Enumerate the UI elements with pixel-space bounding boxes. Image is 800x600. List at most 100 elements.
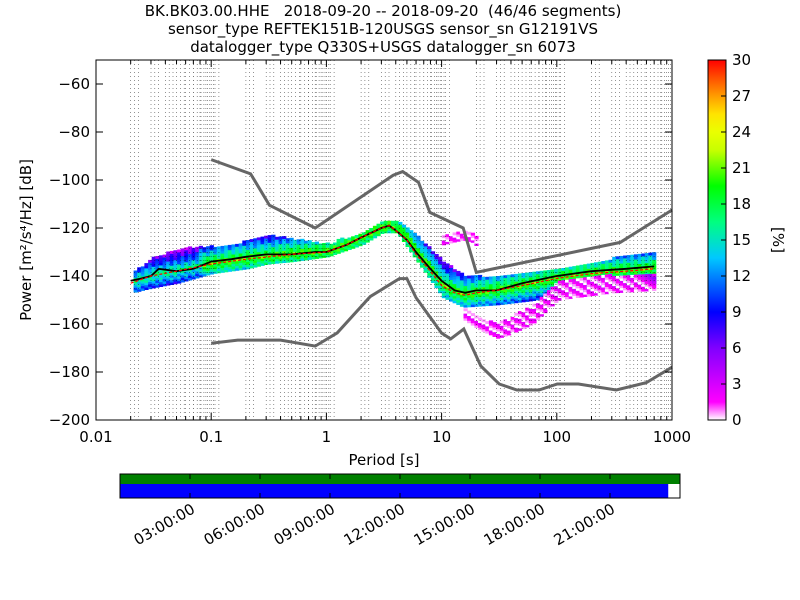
histogram-cell: [256, 242, 261, 246]
histogram-cell: [155, 282, 160, 286]
histogram-cell: [267, 249, 272, 253]
x-tick-label: 1: [322, 428, 332, 446]
histogram-cell: [463, 302, 468, 306]
histogram-cell: [235, 267, 240, 271]
histogram-cell: [568, 276, 573, 280]
histogram-cell: [488, 281, 494, 285]
histogram-cell: [525, 284, 530, 288]
histogram-cell: [180, 255, 185, 259]
histogram-cell: [140, 285, 145, 289]
histogram-cell: [224, 245, 229, 249]
histogram-cell: [557, 278, 562, 282]
histogram-cell: [644, 274, 649, 277]
histogram-cell: [619, 280, 624, 284]
histogram-cell: [314, 256, 319, 259]
histogram-cell: [296, 246, 301, 250]
y-tick-label: −60: [58, 75, 90, 93]
histogram-cell: [492, 297, 497, 301]
histogram-cell: [151, 259, 156, 262]
histogram-cell: [148, 283, 153, 287]
histogram-cell: [536, 276, 541, 279]
histogram-cell: [604, 291, 610, 295]
histogram-cell: [144, 287, 149, 290]
histogram-cell: [260, 236, 265, 240]
histogram-cell: [507, 294, 512, 297]
histogram-cell: [307, 257, 312, 260]
histogram-cell: [546, 270, 552, 273]
histogram-cell: [445, 292, 450, 296]
histogram-cell: [409, 242, 414, 246]
histogram-cell: [604, 260, 610, 264]
histogram-cell: [575, 285, 581, 289]
histogram-cell: [539, 282, 544, 286]
histogram-cell: [550, 269, 555, 273]
histogram-cell: [452, 269, 457, 273]
histogram-cell: [517, 327, 523, 331]
histogram-cell: [387, 225, 392, 229]
histogram-cell: [619, 282, 624, 286]
histogram-cell: [590, 288, 595, 292]
histogram-cell: [242, 242, 247, 246]
histogram-cell: [285, 250, 290, 254]
histogram-cell: [151, 283, 156, 286]
histogram-cell: [528, 276, 533, 280]
histogram-cell: [162, 254, 167, 258]
histogram-cell: [568, 293, 573, 297]
histogram-cell: [412, 232, 417, 236]
histogram-cell: [144, 272, 149, 276]
histogram-cell: [488, 325, 494, 329]
histogram-cell: [187, 256, 193, 259]
histogram-cell: [445, 241, 450, 245]
histogram-cell: [626, 264, 631, 268]
histogram-cell: [546, 302, 552, 305]
histogram-cell: [227, 259, 232, 263]
histogram-cell: [507, 320, 512, 324]
histogram-cell: [572, 283, 577, 287]
histogram-cell: [213, 251, 218, 255]
histogram-cell: [561, 294, 566, 298]
histogram-cell: [557, 287, 562, 291]
histogram-cell: [459, 282, 465, 286]
histogram-cell: [601, 277, 606, 281]
histogram-cell: [260, 260, 265, 264]
histogram-cell: [209, 247, 214, 251]
histogram-cell: [318, 255, 323, 259]
histogram-cell: [561, 270, 566, 274]
histogram-cell: [238, 262, 243, 266]
histogram-cell: [467, 280, 472, 284]
histogram-cell: [242, 266, 247, 270]
histogram-cell: [271, 241, 276, 245]
histogram-cell: [615, 287, 620, 291]
histogram-cell: [514, 281, 519, 284]
histogram-cell: [626, 257, 631, 261]
histogram-cell: [151, 280, 156, 284]
histogram-cell: [195, 254, 200, 257]
histogram-cell: [416, 242, 421, 246]
histogram-cell: [478, 291, 483, 295]
histogram-cell: [209, 262, 214, 265]
histogram-cell: [427, 275, 432, 278]
histogram-cell: [510, 281, 515, 285]
histogram-cell: [354, 235, 359, 238]
histogram-cell: [467, 315, 472, 319]
histogram-cell: [536, 290, 541, 294]
histogram-cell: [536, 283, 541, 287]
histogram-cell: [499, 332, 504, 336]
histogram-cell: [514, 285, 519, 289]
histogram-cell: [416, 238, 421, 241]
histogram-cell: [456, 282, 461, 286]
histogram-cell: [177, 251, 182, 255]
colorbar-tick-label: 30: [732, 51, 751, 69]
histogram-cell: [503, 277, 508, 281]
histogram-cell: [528, 272, 533, 275]
timeline-tick-label: 15:00:00: [411, 500, 478, 549]
histogram-cell: [478, 320, 483, 323]
histogram-cell: [253, 247, 258, 251]
histogram-cell: [507, 330, 512, 333]
histogram-cell: [452, 295, 457, 299]
histogram-cell: [488, 298, 494, 301]
histogram-cell: [499, 299, 504, 303]
histogram-cell: [550, 274, 555, 278]
histogram-cell: [503, 280, 508, 283]
histogram-cell: [256, 244, 261, 248]
